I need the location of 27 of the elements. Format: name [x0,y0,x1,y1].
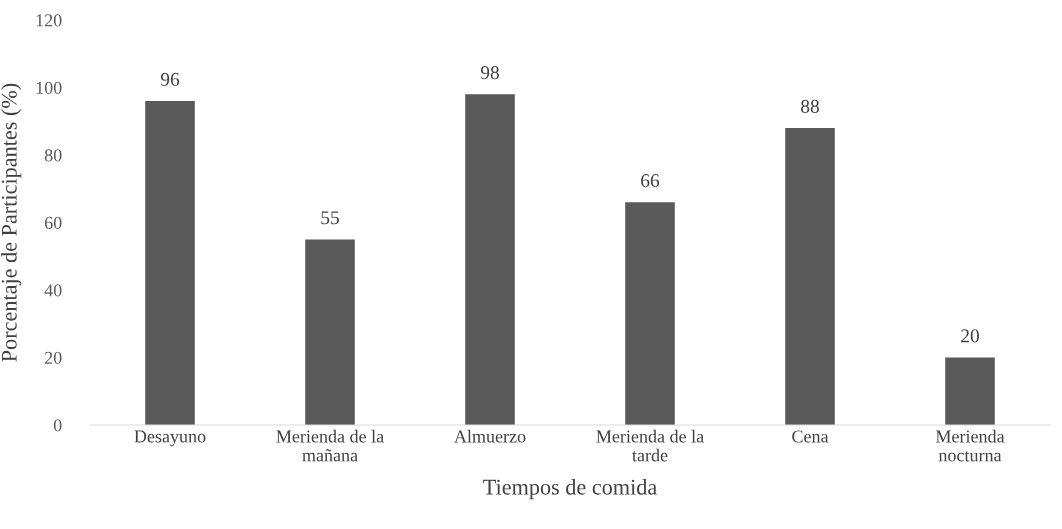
y-tick-label: 20 [44,351,62,364]
bar [625,202,675,425]
x-tick-label: Merienda de la tarde [596,429,704,462]
y-tick-label: 40 [44,284,62,297]
data-label: 96 [160,72,180,86]
bar [305,239,355,425]
y-tick-label: 60 [44,216,62,229]
data-label: 98 [480,66,499,80]
y-tick-label: 100 [36,81,62,94]
bar [785,128,835,425]
data-label: 66 [641,174,660,188]
bar [145,101,195,425]
y-tick-label: 0 [53,419,62,432]
x-tick-label: Desayuno [134,430,206,447]
y-axis-title: Porcentaje de Participantes (%) [1,83,22,362]
x-axis-title: Tiempos de comida [483,479,657,500]
y-tick-label: 120 [36,14,62,27]
bar [945,357,995,425]
y-tick-label: 80 [44,149,62,162]
data-label: 88 [801,99,819,113]
x-tick-label: Almuerzo [454,429,526,443]
x-tick-label: Merienda de la mañana [276,429,384,462]
x-tick-label: Merienda nocturna [935,429,1005,462]
x-tick-label: Cena [792,430,829,443]
bar [465,94,515,425]
data-label: 55 [321,211,339,225]
data-label: 20 [961,329,979,343]
